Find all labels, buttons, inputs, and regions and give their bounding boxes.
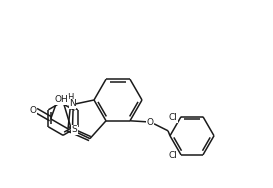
- Text: Cl: Cl: [168, 151, 177, 160]
- Text: O: O: [147, 118, 153, 127]
- Text: Cl: Cl: [168, 113, 177, 122]
- Text: N: N: [69, 99, 76, 108]
- Text: O: O: [29, 106, 37, 115]
- Text: OH: OH: [55, 95, 68, 104]
- Text: H: H: [67, 93, 74, 102]
- Text: S: S: [72, 125, 77, 134]
